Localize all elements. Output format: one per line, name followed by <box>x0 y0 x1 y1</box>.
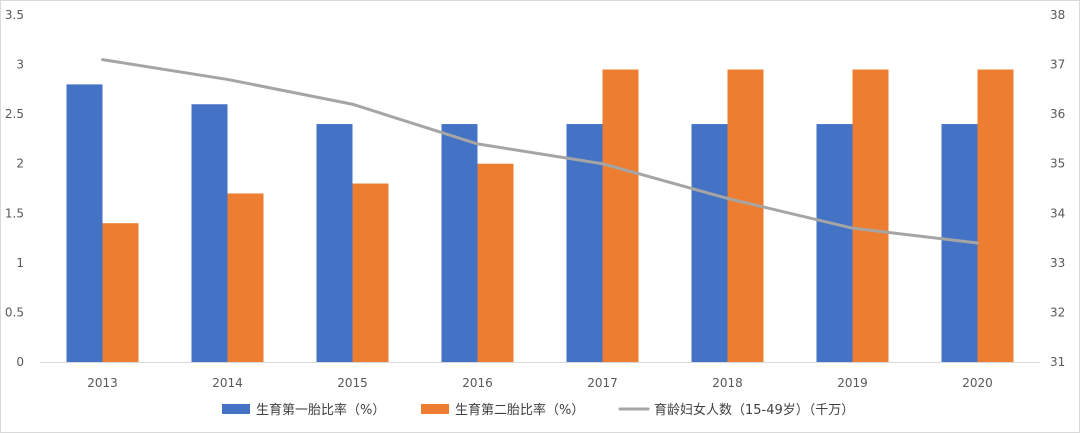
bars-layer <box>66 69 1014 363</box>
bar-series2-2013 <box>102 223 139 362</box>
y-right-tick-label: 37 <box>1050 58 1065 72</box>
legend-item-2: 生育第二胎比率（%） <box>421 402 584 418</box>
bar-series1-2014 <box>191 104 228 362</box>
y-right-tick-label: 34 <box>1050 206 1065 220</box>
bar-series1-2015 <box>316 124 353 362</box>
legend-label: 生育第二胎比率（%） <box>455 402 584 418</box>
legend-label: 育龄妇女人数（15-49岁）（千万） <box>654 402 854 418</box>
legend-label: 生育第一胎比率（%） <box>256 402 385 418</box>
bar-series1-2019 <box>816 124 853 362</box>
y-left-tick-label: 0 <box>16 355 24 369</box>
y-left-tick-label: 2.5 <box>5 107 24 121</box>
y-right-tick-label: 38 <box>1050 8 1065 22</box>
legend-item-1: 生育第一胎比率（%） <box>222 402 385 418</box>
y-left-tick-label: 0.5 <box>5 305 24 319</box>
line-series-1 <box>101 58 979 245</box>
axes-layer: 0 0.5 1 1.5 2 2.5 3 3.5 31 32 33 34 35 36 37 38 2013 2014… <box>5 8 1065 390</box>
bar-series2-2020 <box>977 69 1014 363</box>
legend: 生育第一胎比率（%） 生育第二胎比率（%） 育龄妇女人数（15-49岁）（千万） <box>222 402 854 418</box>
x-tick-label-2014: 2014 <box>212 376 243 390</box>
x-tick-label-2015: 2015 <box>337 376 368 390</box>
y-left-tick-label: 2 <box>16 157 24 171</box>
bar-series2-2019 <box>852 69 889 363</box>
x-tick-label-2019: 2019 <box>837 376 868 390</box>
bar-series2-2014 <box>227 193 264 362</box>
y-left-tick-label: 1 <box>16 256 24 270</box>
y-right-tick-label: 35 <box>1050 157 1065 171</box>
y-right-tick-label: 36 <box>1050 107 1065 121</box>
y-left-tick-label: 3.5 <box>5 8 24 22</box>
legend-item-3: 育龄妇女人数（15-49岁）（千万） <box>618 402 854 418</box>
bar-series2-2016 <box>477 163 514 362</box>
x-tick-label-2013: 2013 <box>87 376 118 390</box>
y-left-tick-label: 1.5 <box>5 206 24 220</box>
bar-series1-2018 <box>691 124 728 362</box>
x-tick-label-2016: 2016 <box>462 376 493 390</box>
y-right-tick-label: 32 <box>1050 305 1065 319</box>
x-tick-label-2020: 2020 <box>962 376 993 390</box>
y-left-tick-label: 3 <box>16 58 24 72</box>
line-layer <box>101 58 979 245</box>
legend-swatch <box>222 404 250 414</box>
bar-series1-2013 <box>66 84 103 363</box>
bar-series2-2017 <box>602 69 639 363</box>
bar-series2-2015 <box>352 183 389 362</box>
x-tick-label-2017: 2017 <box>587 376 618 390</box>
y-right-tick-label: 31 <box>1050 355 1065 369</box>
bar-series2-2018 <box>727 69 764 363</box>
y-right-tick-label: 33 <box>1050 256 1065 270</box>
legend-swatch <box>421 404 449 414</box>
x-tick-label-2018: 2018 <box>712 376 743 390</box>
bar-series1-2016 <box>441 124 478 362</box>
